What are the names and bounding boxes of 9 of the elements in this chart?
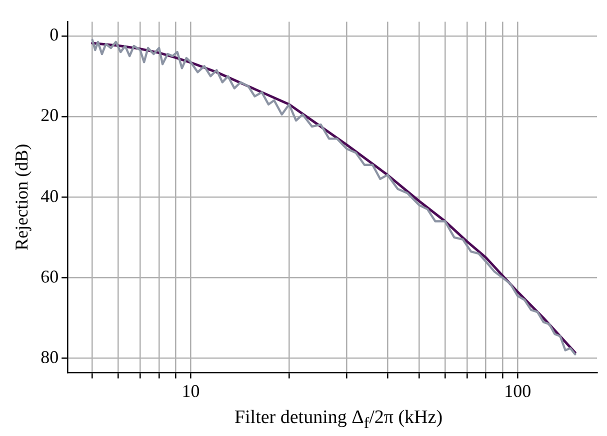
y-tick-label: 80 [40, 347, 59, 368]
y-tick-label: 0 [50, 24, 59, 45]
y-tick-label: 40 [40, 186, 59, 206]
x-axis-title: Filter detuning Δ$_{f}$/2π (kHz) [233, 406, 444, 434]
y-tick-label: 20 [40, 105, 59, 126]
y-axis-title: Rejection (dB) [12, 144, 32, 250]
x-tick-label: 100 [504, 380, 532, 401]
y-tick-label: 60 [40, 266, 59, 286]
x-tick-label: 10 [182, 380, 200, 401]
